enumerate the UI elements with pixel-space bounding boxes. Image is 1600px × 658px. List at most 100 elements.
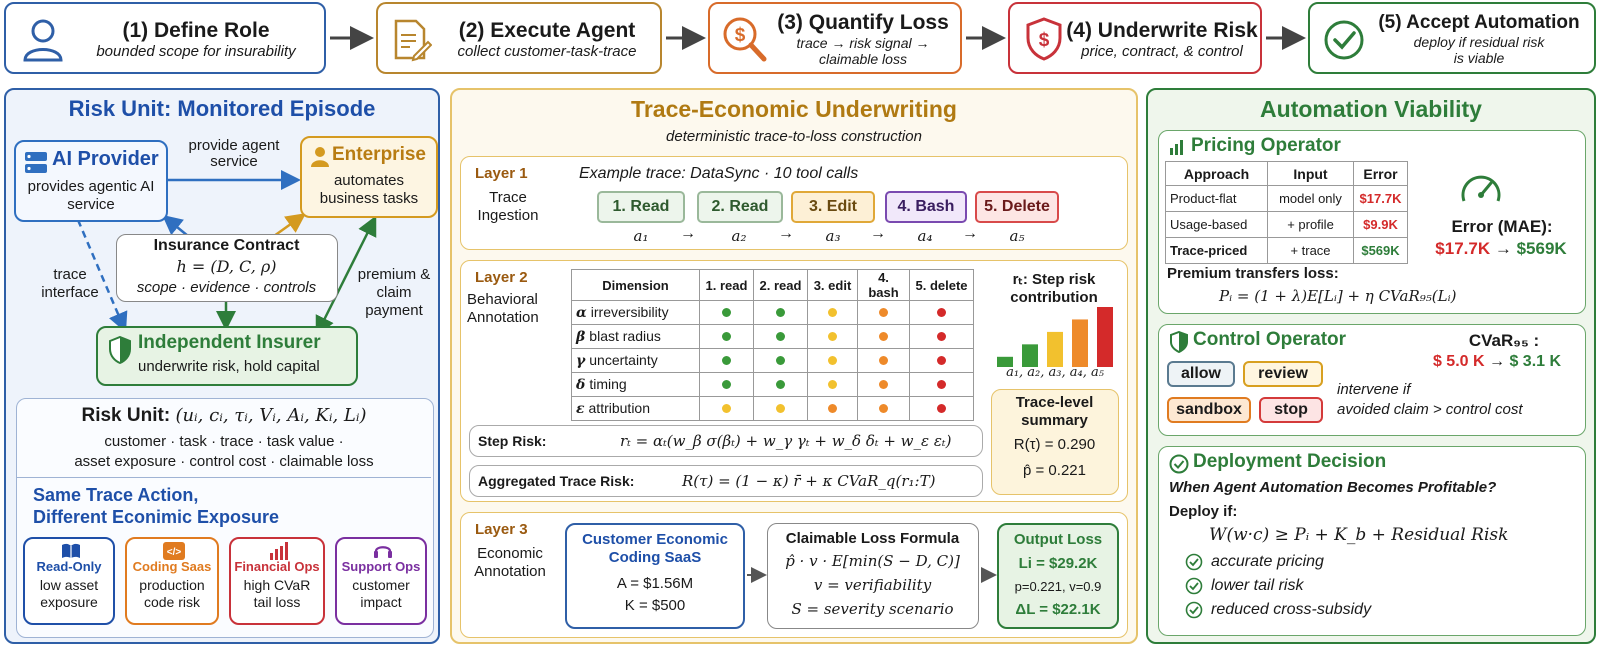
behavior-table: Dimension 1. read 2. read 3. edit 4. bas… (571, 269, 974, 421)
step-risk-label: Step Risk: (478, 433, 547, 449)
risk-dot (722, 356, 731, 365)
risk-dot (722, 308, 731, 317)
control-title: Control Operator (1193, 329, 1347, 350)
pipeline-step-5: (5) Accept Automation deploy if residual… (1308, 2, 1596, 74)
control-chip-review[interactable]: review (1243, 361, 1323, 387)
pipeline-step-1: (1) Define Role bounded scope for insura… (4, 2, 326, 74)
output-title: Output Loss (1013, 531, 1103, 548)
exposure-title: Read-Only (36, 559, 102, 574)
risk-dot-cell (909, 372, 974, 397)
mae-from: $17.7K (1435, 239, 1491, 258)
layer3-arrows (747, 567, 997, 583)
mae-arrow: → (1494, 239, 1512, 258)
table-row: α irreversibility (571, 300, 974, 325)
input-cell: + profile (1267, 211, 1354, 238)
pipeline-step-subtitle: price, contract, & control (1081, 42, 1243, 60)
risk-dot (828, 308, 837, 317)
step-risk-title: rₜ: Step risk contribution (1010, 271, 1098, 306)
input-cell: + trace (1267, 237, 1354, 264)
risk-dot (722, 404, 731, 413)
trace-interface-arrow (76, 219, 128, 333)
layer-label: Layer 1 (475, 165, 528, 182)
magnifier-dollar-icon: $ (723, 17, 767, 62)
premium-formula: Pᵢ = (1 + λ)E[Lᵢ] + η CVaR₉₅(Lᵢ) (1219, 287, 1457, 305)
risk-dot (937, 380, 946, 389)
risk-dot-cell (909, 396, 974, 421)
claimable-loss-box: Claimable Loss Formula p̂ · v · E[min(S … (767, 523, 979, 629)
insurance-contract-node: Insurance Contract h = (D, C, ρ) scope ·… (116, 234, 338, 302)
step-risk-bar (1072, 319, 1088, 367)
risk-dot-cell (699, 300, 754, 325)
risk-dot-cell (753, 348, 808, 373)
risk-dot-cell (699, 396, 754, 421)
table-header: Dimension (571, 269, 700, 301)
exposure-read-only: Read-Only low asset exposure (23, 537, 115, 625)
pricing-title: Pricing Operator (1191, 135, 1341, 156)
risk-dot (776, 356, 785, 365)
table-header: Approach (1165, 161, 1268, 186)
risk-dot (776, 380, 785, 389)
risk-dot (879, 308, 888, 317)
pipeline-step-3: $ (3) Quantify Loss trace → risk signal … (708, 2, 962, 74)
risk-unit-desc-2: asset exposure · control cost · claimabl… (74, 453, 374, 470)
left-panel-title: Risk Unit: Monitored Episode (68, 96, 376, 121)
left-panel: Risk Unit: Monitored Episode AI Provider… (4, 88, 440, 644)
contract-desc: scope · evidence · controls (136, 279, 317, 296)
layer-label: Layer 3 (475, 521, 528, 538)
approach-cell: Product-flat (1165, 185, 1268, 212)
trace-step-var: a₁ (633, 227, 649, 245)
aggregated-risk-formula-box: Aggregated Trace Risk: R(τ) = (1 − κ) r̄… (469, 465, 983, 497)
document-pen-icon (394, 19, 432, 62)
cvar-label: CVaR₉₅ : (1468, 331, 1540, 350)
output-pv: p=0.221, v=0.9 (1014, 579, 1102, 594)
risk-dot (776, 308, 785, 317)
risk-dot-cell (753, 324, 808, 349)
pipeline-step-subtitle: collect customer-task-trace (457, 42, 637, 60)
risk-dot (937, 356, 946, 365)
ai-provider-title: AI Provider (52, 148, 159, 170)
insurer-node: Independent Insurer underwrite risk, hol… (96, 326, 358, 386)
check-circle-icon (1185, 553, 1203, 571)
exposure-desc: production code risk (139, 577, 205, 610)
contract-formula: h = (D, C, ρ) (176, 257, 277, 276)
pipeline-step-subtitle: bounded scope for insurability (96, 42, 296, 60)
ai-provider-desc: provides agentic AI service (27, 178, 155, 213)
exposure-coding-saas: </> Coding Saas production code risk (125, 537, 219, 625)
risk-dot-cell (857, 348, 910, 373)
customer-a: A = $1.56M (616, 575, 694, 592)
table-header: Input (1267, 161, 1354, 186)
risk-dot (722, 380, 731, 389)
example-trace: Example trace: DataSync · 10 tool calls (579, 165, 859, 182)
table-header: 3. edit (807, 269, 858, 301)
shield-dollar-icon: $ (1026, 17, 1062, 61)
server-icon (25, 152, 47, 173)
code-icon: </> (163, 542, 185, 560)
risk-dot-cell (807, 396, 858, 421)
enterprise-node: Enterprise automates business tasks (300, 136, 438, 218)
risk-dot (879, 380, 888, 389)
risk-dot-cell (857, 324, 910, 349)
risk-unit-box: Risk Unit: (uᵢ, cᵢ, τᵢ, Vᵢ, Aᵢ, Kᵢ, Lᵢ) … (16, 398, 434, 638)
dimension-cell: δ timing (571, 372, 700, 397)
contract-to-provider-arrow (162, 214, 189, 237)
shield-icon (1170, 331, 1188, 353)
layer-2: Layer 2 Behavioral Annotation Dimension … (460, 260, 1128, 502)
trace-step-label: 2. Read (711, 198, 769, 215)
aggregated-risk-label: Aggregated Trace Risk: (478, 473, 635, 489)
control-chip-sandbox[interactable]: sandbox (1167, 397, 1251, 423)
control-chip-stop[interactable]: stop (1259, 397, 1323, 423)
table-header: 4. bash (857, 269, 910, 301)
benefit-label: lower tail risk (1211, 577, 1304, 594)
control-chip-allow[interactable]: allow (1167, 361, 1235, 387)
layer-name: Trace Ingestion (477, 189, 539, 224)
pipeline-step-title: (4) Underwrite Risk (1066, 18, 1258, 42)
customer-economic-box: Customer Economic Coding SaaS A = $1.56M… (565, 523, 745, 629)
pipeline-step-2: (2) Execute Agent collect customer-task-… (376, 2, 662, 74)
risk-dot (937, 308, 946, 317)
approach-cell: Trace-priced (1165, 237, 1268, 264)
pipeline-step-subtitle: trace → risk signal → claimable loss (796, 35, 930, 67)
dimension-symbol: γ (576, 353, 586, 369)
table-header: Error (1353, 161, 1408, 186)
error-cell: $17.7K (1353, 185, 1408, 212)
formula-s: S = severity scenario (791, 600, 954, 618)
